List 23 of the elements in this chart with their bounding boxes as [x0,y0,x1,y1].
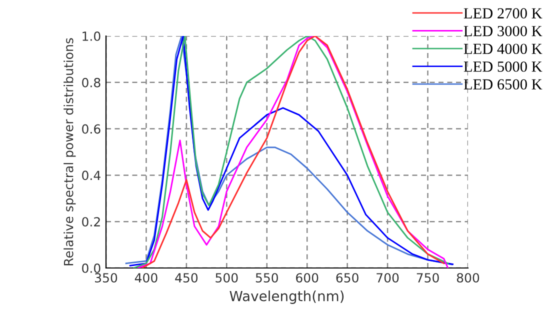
y-axis-title: Relative spectral power distributions [64,38,76,266]
y-tick-label: 0.2 [82,217,100,227]
x-tick-label: 500 [216,273,238,283]
x-tick-label: 350 [95,273,118,283]
x-tick-label: 700 [376,273,399,283]
y-tick-label: 0.6 [82,124,100,134]
x-tick-label: 800 [456,273,480,283]
x-tick-label: 400 [134,273,158,283]
legend-label: LED 6500 K [464,79,542,90]
legend-label: LED 3000 K [464,26,542,36]
y-tick-label: 1.0 [82,31,100,41]
x-tick-label: 750 [416,273,439,283]
y-tick-label: 0.0 [82,263,100,273]
legend-label: LED 5000 K [464,61,542,72]
x-tick-label: 600 [296,273,318,283]
y-tick-label: 0.8 [82,78,100,88]
x-tick-label: 550 [256,273,278,283]
legend-label: LED 4000 K [464,44,542,54]
x-tick-label: 450 [175,273,198,283]
y-tick-label: 0.4 [82,170,100,180]
x-tick-label: 650 [336,273,358,283]
legend-label: LED 2700 K [464,8,542,18]
x-axis-title: Wavelength(nm) [230,290,344,304]
